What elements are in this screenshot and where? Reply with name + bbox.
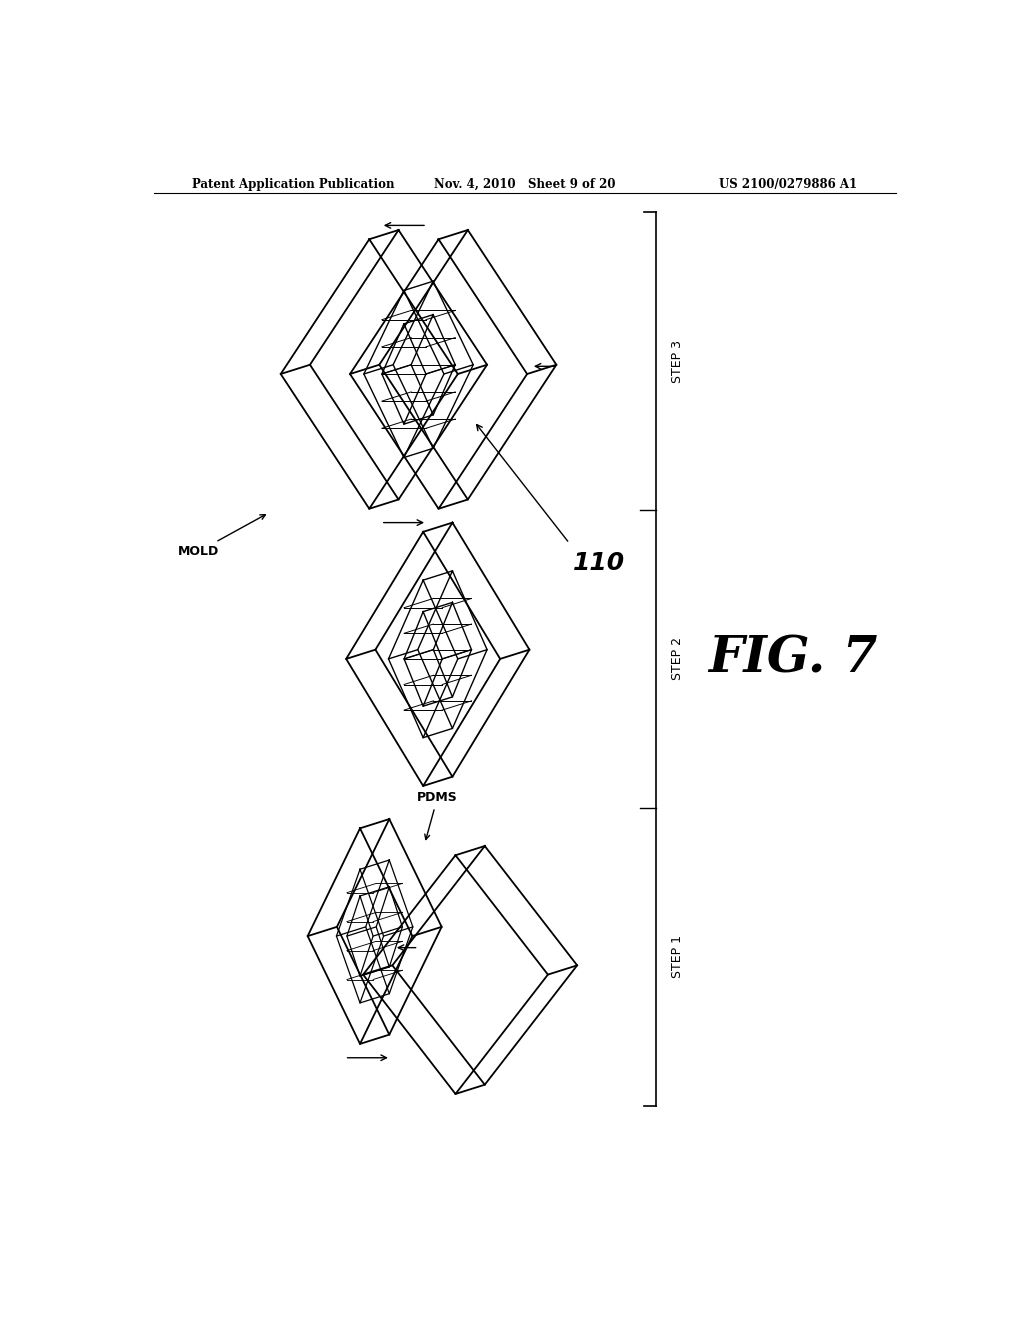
Text: Nov. 4, 2010   Sheet 9 of 20: Nov. 4, 2010 Sheet 9 of 20	[434, 178, 615, 190]
Text: MOLD: MOLD	[178, 515, 265, 558]
Text: US 2100/0279886 A1: US 2100/0279886 A1	[719, 178, 857, 190]
Text: FIG. 7: FIG. 7	[708, 635, 878, 684]
Text: STEP 2: STEP 2	[671, 638, 684, 680]
Text: Patent Application Publication: Patent Application Publication	[193, 178, 394, 190]
Text: 110: 110	[573, 552, 626, 576]
Text: STEP 3: STEP 3	[671, 339, 684, 383]
Text: PDMS: PDMS	[417, 792, 458, 840]
Text: STEP 1: STEP 1	[671, 935, 684, 978]
